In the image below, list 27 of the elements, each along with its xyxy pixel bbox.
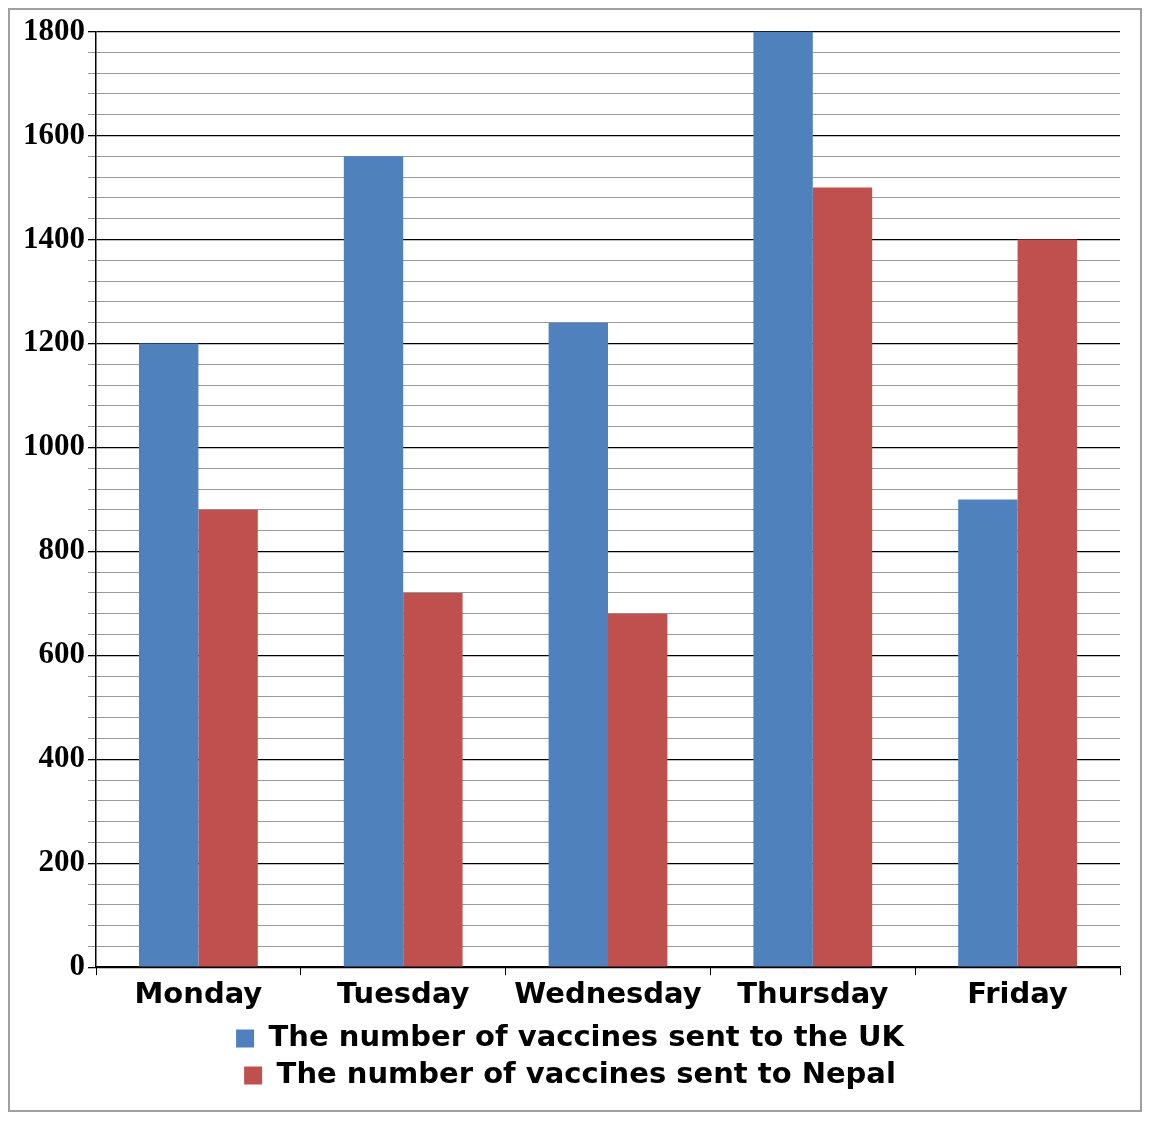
- legend-label: The number of vaccines sent to Nepal: [276, 1056, 896, 1091]
- x-tick-label: Thursday: [737, 976, 889, 1011]
- y-tick-label: 600: [38, 635, 85, 671]
- bar: [548, 322, 608, 967]
- y-tick-label: 1400: [23, 219, 85, 255]
- x-tick-label: Friday: [967, 976, 1068, 1011]
- bar: [812, 187, 873, 967]
- bar: [958, 499, 1018, 967]
- y-tick-label: 800: [38, 531, 85, 567]
- bar: [403, 592, 463, 967]
- bar: [608, 613, 668, 967]
- y-tick-label: 400: [38, 739, 85, 775]
- y-tick-label: 1800: [23, 11, 85, 47]
- y-tick-label: 0: [69, 947, 85, 983]
- bar: [343, 156, 404, 967]
- y-tick-label: 1600: [23, 115, 85, 151]
- bar: [198, 509, 258, 967]
- x-tick-label: Tuesday: [336, 976, 470, 1011]
- y-tick-label: 1200: [23, 323, 85, 359]
- x-tick-label: Wednesday: [514, 976, 702, 1011]
- legend-label: The number of vaccines sent to the UK: [268, 1019, 906, 1054]
- x-tick-label: Monday: [134, 976, 263, 1011]
- bar: [1017, 239, 1077, 967]
- bar: [753, 31, 813, 967]
- y-tick-label: 1000: [23, 427, 85, 463]
- y-tick-label: 200: [38, 843, 85, 879]
- bar: [139, 343, 199, 967]
